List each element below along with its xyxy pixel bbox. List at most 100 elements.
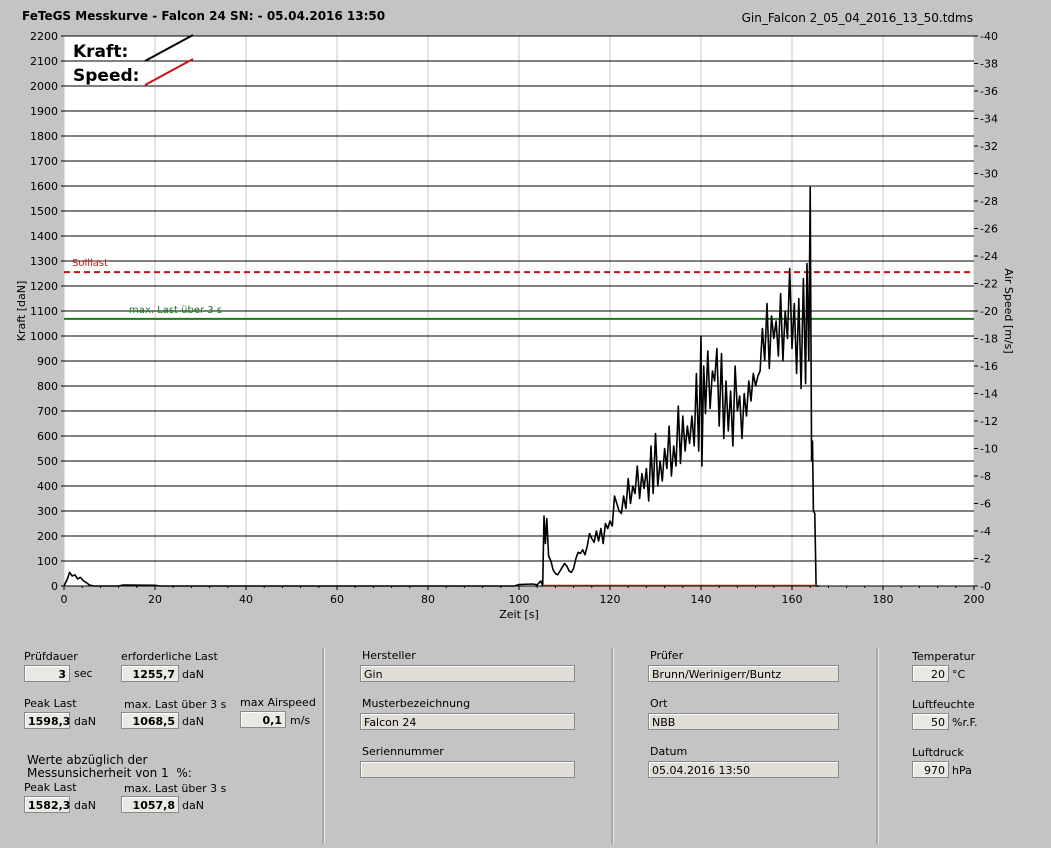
luftdruck-label: Luftdruck	[912, 746, 964, 759]
y2-tick-label: -28	[980, 195, 998, 208]
y2-tick-label: -18	[980, 333, 998, 346]
y2-tick-label: -30	[980, 168, 998, 181]
x-tick-label: 0	[61, 593, 68, 606]
luftfeuchte-label: Luftfeuchte	[912, 698, 975, 711]
y2-tick-label: -40	[980, 30, 998, 43]
datum-label: Datum	[650, 745, 688, 758]
seriennummer-label: Seriennummer	[362, 745, 444, 758]
y-tick-label: 2000	[30, 80, 58, 93]
y2-tick-label: -12	[980, 415, 998, 428]
pruefer-label: Prüfer	[650, 649, 684, 662]
y2-tick-label: -2	[980, 553, 991, 566]
x-tick-label: 140	[691, 593, 712, 606]
y2-tick-label: -4	[980, 525, 991, 538]
max-last2-label: max. Last über 3 s	[124, 782, 227, 795]
y-tick-label: 1700	[30, 155, 58, 168]
y2-tick-label: -16	[980, 360, 998, 373]
max-airspeed-unit: m/s	[290, 714, 311, 727]
pruefer-field[interactable]: Brunn/Werinigerr/Buntz	[648, 665, 839, 682]
max-last-unit: daN	[182, 715, 204, 728]
max-airspeed-field[interactable]: 0,1	[240, 711, 286, 728]
luftdruck-field[interactable]: 970	[912, 761, 949, 778]
y2-tick-label: -6	[980, 498, 991, 511]
max-last2-unit: daN	[182, 799, 204, 812]
peak-last2-field[interactable]: 1582,3	[24, 796, 70, 813]
temperatur-label: Temperatur	[912, 650, 976, 663]
y2-tick-label: -38	[980, 58, 998, 71]
y-tick-label: 2200	[30, 30, 58, 43]
y2-tick-label: -20	[980, 305, 998, 318]
separator	[876, 648, 879, 844]
y-tick-label: 400	[37, 480, 58, 493]
y2-tick-label: -24	[980, 250, 998, 263]
y2-tick-label: -22	[980, 278, 998, 291]
ort-field[interactable]: NBB	[648, 713, 839, 730]
y2-tick-label: -14	[980, 388, 998, 401]
y-tick-label: 600	[37, 430, 58, 443]
x-tick-label: 120	[600, 593, 621, 606]
y-tick-label: 0	[51, 580, 58, 593]
force-speed-chart: 0100200300400500600700800900100011001200…	[15, 30, 1015, 621]
y2-tick-label: -10	[980, 443, 998, 456]
y-tick-label: 1600	[30, 180, 58, 193]
y2-tick-label: -34	[980, 113, 998, 126]
erforderliche-last-field[interactable]: 1255,7	[121, 665, 179, 682]
max-last-label: max. Last über 3 s	[124, 698, 227, 711]
hersteller-field[interactable]: Gin	[360, 665, 575, 682]
y2-axis-label: Air Speed [m/s]	[1002, 268, 1015, 353]
luftfeuchte-field[interactable]: 50	[912, 713, 949, 730]
werte-note: Werte abzüglich der Messunsicherheit von…	[27, 753, 192, 780]
x-tick-label: 100	[509, 593, 530, 606]
y-tick-label: 2100	[30, 55, 58, 68]
series-line	[63, 186, 820, 587]
y-tick-label: 700	[37, 405, 58, 418]
y-tick-label: 100	[37, 555, 58, 568]
pruefdauer-label: Prüfdauer	[24, 650, 78, 663]
peak-last-field[interactable]: 1598,3	[24, 712, 70, 729]
musterbezeichnung-field[interactable]: Falcon 24	[360, 713, 575, 730]
y-tick-label: 200	[37, 530, 58, 543]
reference-line-label: max. Last über 3 s	[129, 305, 222, 316]
y2-tick-label: -32	[980, 140, 998, 153]
luftfeuchte-unit: %r.F.	[952, 716, 978, 729]
ort-label: Ort	[650, 697, 668, 710]
erforderliche-last-label: erforderliche Last	[121, 650, 218, 663]
y-tick-label: 300	[37, 505, 58, 518]
musterbezeichnung-label: Musterbezeichnung	[362, 697, 471, 710]
max-airspeed-label: max Airspeed	[240, 696, 316, 709]
y2-tick-label: -36	[980, 85, 998, 98]
y-tick-label: 800	[37, 380, 58, 393]
y-tick-label: 500	[37, 455, 58, 468]
y-tick-label: 1400	[30, 230, 58, 243]
peak-last2-unit: daN	[74, 799, 96, 812]
legend-swatch	[144, 58, 194, 86]
y2-tick-label: -0	[980, 580, 991, 593]
luftdruck-unit: hPa	[952, 764, 972, 777]
temperatur-unit: °C	[952, 668, 966, 681]
y-tick-label: 900	[37, 355, 58, 368]
file-name: Gin_Falcon 2_05_04_2016_13_50.tdms	[741, 11, 973, 25]
y-tick-label: 1500	[30, 205, 58, 218]
x-axis-label: Zeit [s]	[499, 608, 538, 621]
x-tick-label: 160	[782, 593, 803, 606]
y-tick-label: 1200	[30, 280, 58, 293]
y2-tick-label: -8	[980, 470, 991, 483]
peak-last-unit: daN	[74, 715, 96, 728]
datum-field[interactable]: 05.04.2016 13:50	[648, 761, 839, 778]
seriennummer-field[interactable]	[360, 761, 575, 778]
y-tick-label: 1000	[30, 330, 58, 343]
y-tick-label: 1100	[30, 305, 58, 318]
x-tick-label: 180	[873, 593, 894, 606]
peak-last2-label: Peak Last	[24, 781, 77, 794]
separator	[611, 648, 614, 844]
pruefdauer-field[interactable]: 3	[24, 665, 70, 682]
temperatur-field[interactable]: 20	[912, 665, 949, 682]
max-last-field[interactable]: 1068,5	[121, 712, 179, 729]
peak-last-label: Peak Last	[24, 697, 77, 710]
legend-label: Speed:	[73, 66, 139, 86]
max-last2-field[interactable]: 1057,8	[121, 796, 179, 813]
pruefdauer-unit: sec	[74, 667, 93, 680]
page-title: FeTeGS Messkurve - Falcon 24 SN: - 05.04…	[22, 9, 386, 23]
x-tick-label: 40	[239, 593, 253, 606]
legend-swatch	[144, 34, 194, 62]
